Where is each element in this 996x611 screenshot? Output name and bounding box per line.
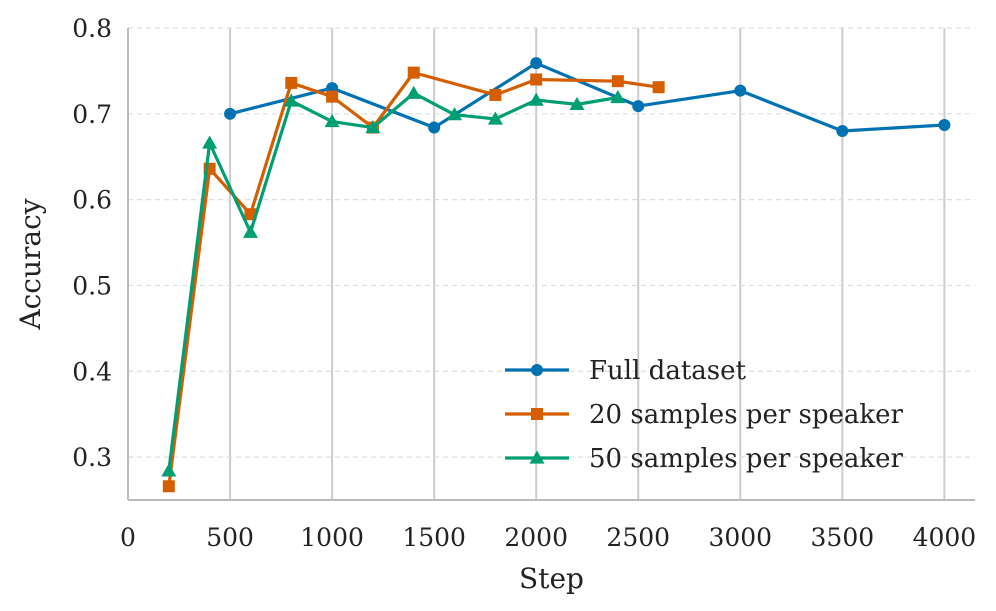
data-point: [487, 111, 503, 125]
legend-item: 20 samples per speaker: [505, 400, 904, 430]
series-0: [224, 57, 951, 137]
data-point: [938, 118, 951, 131]
series-2: [161, 85, 626, 477]
legend-label: 50 samples per speaker: [589, 444, 904, 474]
legend-label: 20 samples per speaker: [589, 400, 904, 430]
data-point: [528, 92, 544, 106]
data-point: [406, 85, 422, 99]
data-point: [283, 93, 299, 107]
data-point: [447, 107, 463, 121]
data-point: [529, 450, 545, 464]
y-tick-label: 0.3: [72, 443, 112, 472]
legend-label: Full dataset: [589, 356, 747, 386]
data-point: [285, 76, 298, 89]
tick-labels: 0 500 1000 1500 2000 2500 3000 3500 4000 0.3 0.4 0.…: [72, 14, 976, 552]
x-tick-label: 3500: [811, 523, 875, 552]
data-point: [836, 124, 849, 137]
x-tick-label: 3000: [708, 523, 772, 552]
series-line: [167, 91, 619, 472]
legend: Full dataset 20 samples per speaker 50 sam…: [505, 356, 904, 474]
data-point: [610, 90, 626, 104]
y-tick-label: 0.7: [72, 100, 112, 129]
data-series: [161, 57, 951, 493]
x-axis-title: Step: [519, 562, 584, 595]
legend-item: Full dataset: [505, 356, 747, 386]
data-point: [326, 90, 339, 103]
x-tick-label: 1500: [402, 523, 466, 552]
data-point: [365, 120, 381, 134]
data-point: [611, 75, 624, 88]
data-point: [652, 81, 665, 94]
data-point: [428, 121, 441, 134]
data-point: [530, 73, 543, 86]
y-tick-label: 0.5: [72, 271, 112, 300]
data-point: [489, 88, 502, 101]
data-point: [632, 100, 645, 113]
data-point: [531, 408, 543, 420]
data-point: [242, 224, 258, 238]
data-point: [202, 135, 218, 149]
y-axis-title: Accuracy: [14, 198, 47, 330]
data-point: [224, 107, 237, 120]
x-tick-label: 500: [206, 523, 254, 552]
x-tick-label: 1000: [300, 523, 364, 552]
series-line: [229, 61, 945, 133]
x-tick-label: 2500: [606, 523, 670, 552]
data-point: [531, 364, 543, 376]
data-point: [569, 96, 585, 111]
legend-item: 50 samples per speaker: [505, 444, 904, 474]
y-tick-label: 0.4: [72, 357, 112, 386]
series-line: [167, 71, 659, 487]
x-tick-label: 0: [120, 523, 136, 552]
data-point: [162, 480, 175, 493]
data-point: [324, 114, 340, 128]
data-point: [161, 463, 177, 477]
x-tick-label: 4000: [913, 523, 977, 552]
y-tick-label: 0.8: [72, 14, 112, 43]
data-point: [530, 57, 543, 70]
axes: [127, 28, 975, 501]
y-tick-label: 0.6: [72, 186, 112, 215]
data-point: [407, 66, 420, 79]
x-tick-label: 2000: [504, 523, 568, 552]
data-point: [734, 84, 747, 97]
